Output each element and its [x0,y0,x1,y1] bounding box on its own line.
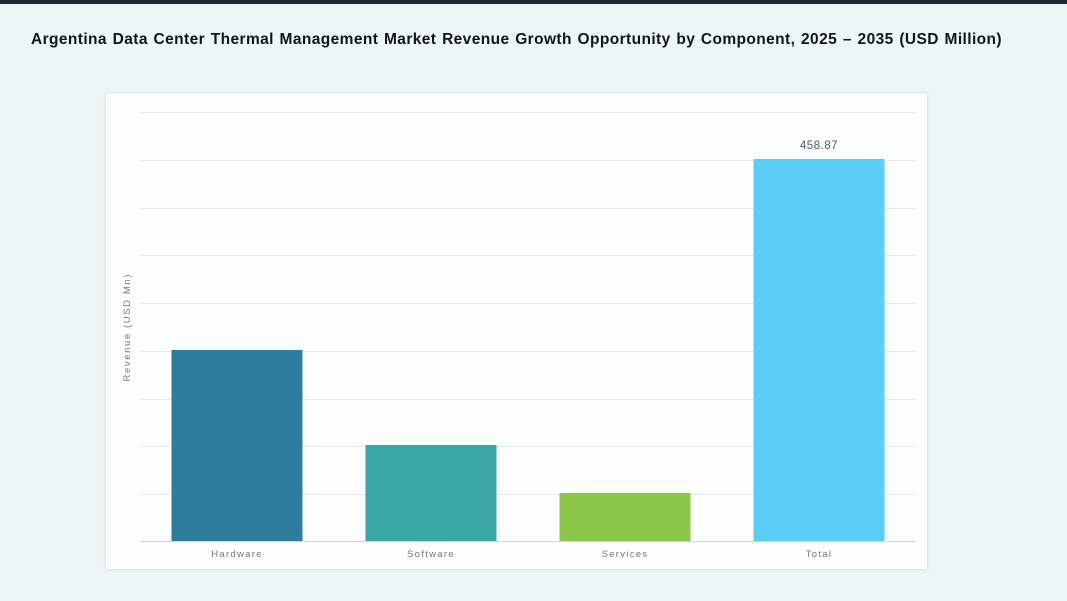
gridline [140,446,916,447]
x-axis-label-total: Total [805,549,833,560]
top-accent-bar [0,0,1067,4]
gridline [140,494,916,495]
y-axis-title: Revenue (USD Mn) [114,112,140,542]
gridline [140,351,916,352]
bar-slot-hardware [140,112,334,541]
chart-title: Argentina Data Center Thermal Management… [31,31,1002,48]
bars-row: 458.87 [140,112,916,541]
x-axis-label-software: Software [407,549,455,560]
bar-slot-services [528,112,722,541]
bar-hardware [171,350,303,541]
bar-total [753,159,885,541]
bar-slot-software [334,112,528,541]
gridline [140,303,916,304]
chart-panel: Revenue (USD Mn) 458.87 Hardware Software… [105,92,928,570]
gridline [140,112,916,113]
x-axis-label-hardware: Hardware [211,549,263,560]
bar-software [365,445,497,541]
gridline [140,160,916,161]
bar-slot-total: 458.87 [722,112,916,541]
gridline [140,255,916,256]
x-axis-label-services: Services [601,549,649,560]
plot-area: 458.87 [140,112,916,542]
gridline [140,208,916,209]
gridline [140,399,916,400]
y-axis-title-text: Revenue (USD Mn) [121,272,133,382]
x-axis-labels: Hardware Software Services Total [140,549,916,560]
bar-services [559,493,691,541]
bar-value-label-total: 458.87 [799,140,839,152]
